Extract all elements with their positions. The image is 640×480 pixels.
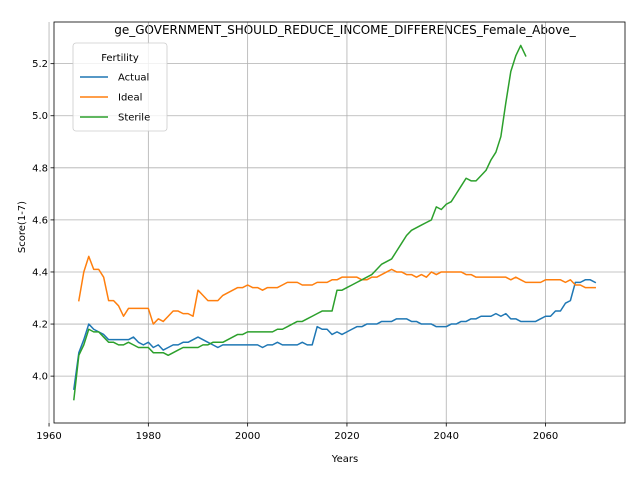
x-tick-label: 1980 [136, 431, 161, 442]
series-lines [73, 44, 597, 401]
y-tick-label: 4.6 [32, 215, 48, 226]
x-tick-label: 1960 [36, 431, 61, 442]
legend-label-ideal: Ideal [118, 93, 142, 104]
gridlines [48, 22, 625, 423]
y-tick-label: 4.4 [32, 267, 48, 278]
legend-title: Fertility [101, 53, 139, 64]
y-tick-label: 5.2 [32, 59, 48, 70]
y-tick-label: 4.8 [32, 163, 48, 174]
axes: 1960 1980 2000 2020 2040 2060 4.0 4.2 4.4 4.6 4.8 5… [32, 21, 626, 442]
chart-title: ge_GOVERNMENT_SHOULD_REDUCE_INCOME_DIFFE… [114, 23, 577, 37]
x-tick-label: 2060 [533, 431, 558, 442]
x-axis-label: Years [331, 454, 358, 465]
x-tick-label: 2040 [434, 431, 459, 442]
y-axis-label: Score(1-7) [17, 201, 28, 253]
legend-frame [72, 42, 168, 132]
legend-entries: Actual Ideal Sterile [80, 73, 150, 124]
legend-label-sterile: Sterile [118, 113, 150, 124]
x-tick-label: 2020 [334, 431, 359, 442]
plot-frame [53, 21, 626, 424]
legend-label-actual: Actual [118, 73, 149, 84]
series-line-actual [73, 279, 597, 390]
series-line-ideal [77, 255, 596, 325]
legend: Fertility Actual Ideal Sterile [72, 42, 168, 132]
series-line-sterile [73, 44, 527, 401]
x-tick-label: 2000 [235, 431, 260, 442]
y-tick-label: 5.0 [32, 111, 48, 122]
y-tick-label: 4.0 [32, 372, 48, 383]
y-tick-label: 4.2 [32, 320, 48, 331]
